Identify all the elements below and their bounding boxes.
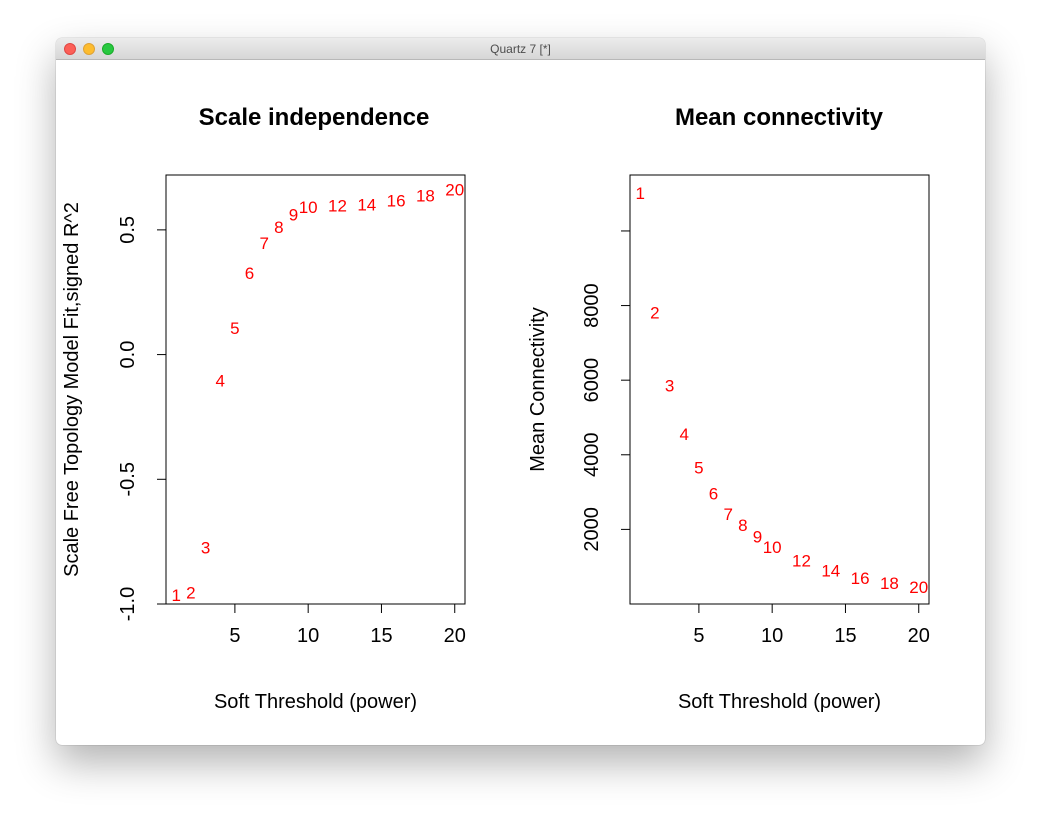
- data-point-label: 10: [299, 198, 318, 217]
- x-axis-label: Soft Threshold (power): [214, 691, 417, 713]
- data-point-label: 9: [289, 205, 298, 224]
- x-tick-label: 15: [834, 625, 856, 647]
- window-titlebar[interactable]: Quartz 7 [*]: [56, 38, 985, 60]
- x-tick-label: 20: [908, 625, 930, 647]
- y-axis-label: Scale Free Topology Model Fit,signed R^2: [61, 202, 83, 577]
- y-tick-label: -1.0: [117, 587, 139, 621]
- data-point-label: 8: [738, 516, 747, 535]
- y-tick-label: 8000: [581, 283, 603, 328]
- data-point-label: 7: [723, 505, 732, 524]
- data-point-label: 4: [215, 371, 224, 390]
- x-tick-label: 20: [444, 625, 466, 647]
- y-tick-label: 4000: [581, 433, 603, 478]
- quartz-window: Quartz 7 [*] Scale independence 5 10 15 20 So…: [56, 38, 985, 745]
- y-tick-label: 0.5: [117, 216, 139, 244]
- x-tick-label: 10: [761, 625, 783, 647]
- data-point-label: 5: [230, 319, 239, 338]
- data-point-label: 20: [445, 180, 464, 199]
- data-point-label: 3: [665, 376, 674, 395]
- x-tick-label: 5: [229, 625, 240, 647]
- chart-title: Mean connectivity: [675, 104, 884, 131]
- y-tick-label: 6000: [581, 358, 603, 403]
- data-point-label: 12: [328, 197, 347, 216]
- x-tick-label: 10: [297, 625, 319, 647]
- y-axis: 2000 4000 6000 8000: [581, 230, 631, 552]
- data-point-label: 10: [763, 538, 782, 557]
- close-window-button[interactable]: [64, 43, 76, 55]
- data-point-label: 12: [792, 552, 811, 571]
- window-title: Quartz 7 [*]: [490, 42, 551, 56]
- data-point-label: 4: [679, 425, 688, 444]
- y-axis: -1.0 -0.5 0.0 0.5: [117, 216, 167, 621]
- data-point-label: 14: [821, 562, 840, 581]
- plot-area: Scale independence 5 10 15 20 Soft Threshold …: [56, 60, 985, 745]
- x-axis: 5 10 15 20: [693, 603, 930, 647]
- data-point-label: 7: [259, 234, 268, 253]
- y-tick-label: 2000: [581, 507, 603, 552]
- data-point-label: 8: [274, 218, 283, 237]
- x-tick-label: 5: [693, 625, 704, 647]
- chart-title: Scale independence: [199, 104, 430, 131]
- zoom-window-button[interactable]: [102, 43, 114, 55]
- y-axis-label: Mean Connectivity: [527, 307, 549, 472]
- x-tick-label: 15: [370, 625, 392, 647]
- data-point-label: 6: [709, 484, 718, 503]
- data-point-label: 6: [245, 264, 254, 283]
- x-axis-label: Soft Threshold (power): [678, 691, 881, 713]
- data-point-label: 20: [909, 578, 928, 597]
- data-point-label: 1: [636, 184, 645, 203]
- minimize-window-button[interactable]: [83, 43, 95, 55]
- x-axis: 5 10 15 20: [229, 603, 466, 647]
- plot-frame: [165, 174, 466, 605]
- data-point-label: 5: [694, 458, 703, 477]
- data-point-label: 9: [753, 527, 762, 546]
- data-point-label: 18: [880, 574, 899, 593]
- data-point-label: 2: [650, 304, 659, 323]
- data-point-label: 18: [416, 187, 435, 206]
- data-point-label: 16: [387, 192, 406, 211]
- data-point-label: 2: [186, 583, 195, 602]
- data-point-label: 3: [201, 538, 210, 557]
- y-tick-label: 0.0: [117, 341, 139, 369]
- data-point-label: 16: [851, 569, 870, 588]
- data-point-label: 14: [357, 195, 376, 214]
- y-tick-label: -0.5: [117, 462, 139, 496]
- data-point-label: 1: [172, 586, 181, 605]
